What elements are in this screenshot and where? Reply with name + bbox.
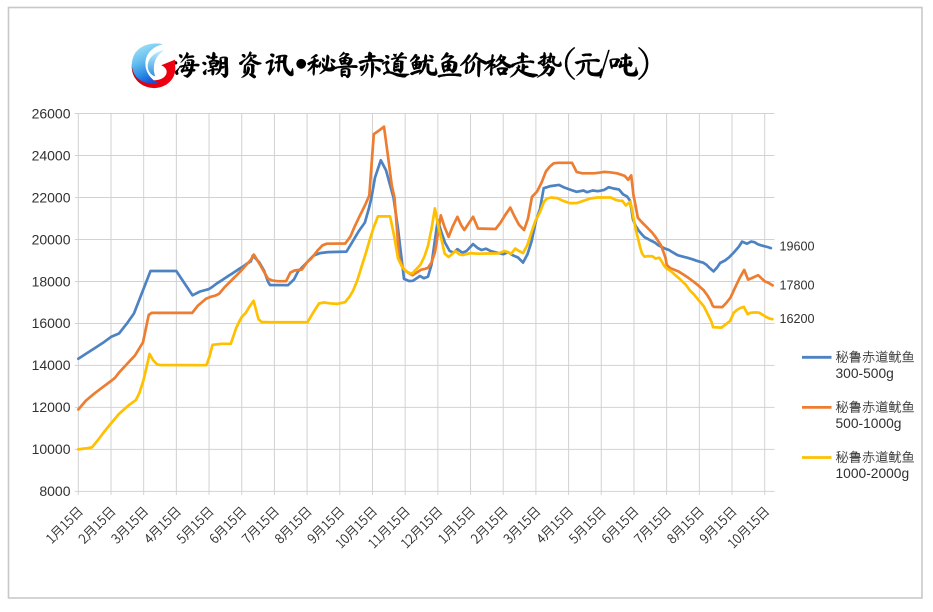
svg-text:24000: 24000 xyxy=(32,147,71,163)
svg-text:22000: 22000 xyxy=(32,189,71,205)
svg-text:19600: 19600 xyxy=(780,240,815,254)
svg-text:16200: 16200 xyxy=(780,312,815,326)
svg-text:14000: 14000 xyxy=(32,357,71,373)
svg-text:10000: 10000 xyxy=(32,441,71,457)
svg-text:12000: 12000 xyxy=(32,399,71,415)
svg-text:1000-2000g: 1000-2000g xyxy=(836,466,910,481)
svg-text:18000: 18000 xyxy=(32,273,71,289)
svg-text:20000: 20000 xyxy=(32,231,71,247)
svg-text:16000: 16000 xyxy=(32,315,71,331)
svg-text:300-500g: 300-500g xyxy=(836,366,894,381)
svg-text:500-1000g: 500-1000g xyxy=(836,416,902,431)
svg-text:17800: 17800 xyxy=(780,278,815,292)
svg-text:8000: 8000 xyxy=(39,483,70,499)
svg-text:26000: 26000 xyxy=(32,105,71,121)
